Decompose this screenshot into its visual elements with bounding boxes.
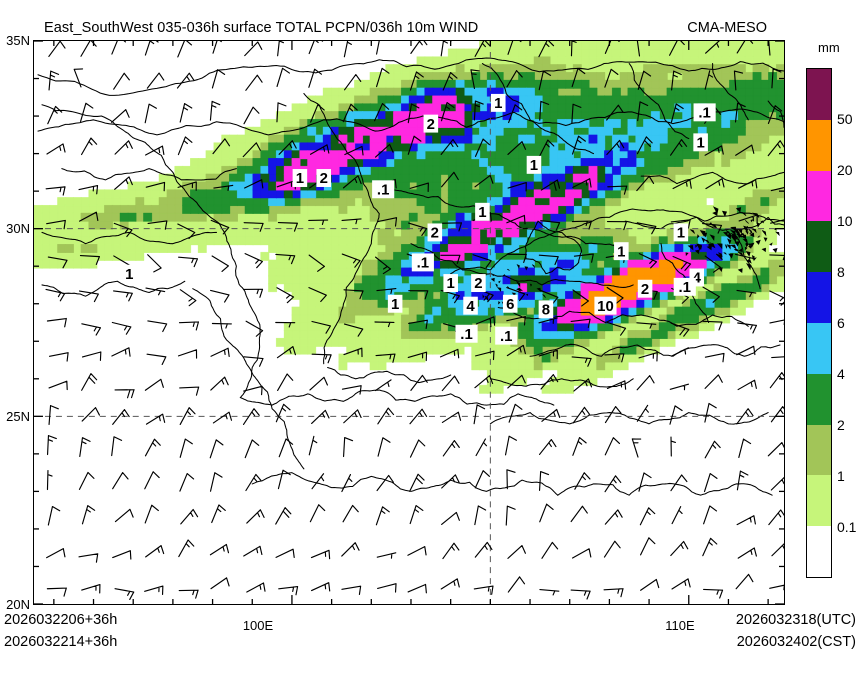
contour-label: .1 — [411, 253, 434, 272]
colorbar-segment — [807, 373, 831, 425]
colorbar-tick-6: 6 — [837, 315, 845, 331]
contour-label: 1 — [443, 274, 458, 292]
contour-label: 8 — [538, 300, 554, 319]
footer-valid-utc: 2026032318(UTC) — [735, 612, 856, 628]
svg-text:2: 2 — [427, 116, 435, 133]
page-title: East_SouthWest 035-036h surface TOTAL PC… — [44, 20, 479, 36]
footer-init-utc: 2026032206+36h — [4, 612, 118, 628]
contour-label: 1 — [526, 155, 542, 174]
svg-text:1: 1 — [447, 275, 455, 292]
contour-label: 10 — [594, 296, 617, 315]
colorbar-segment — [807, 526, 831, 577]
map-plot-area[interactable]: 2 1 2.1 1.1 1 1 1 2 1.1 2 1 4 1 4 6 8 10 2.1 1.1.1 1 — [33, 40, 785, 605]
colorbar-segment — [807, 322, 831, 374]
colorbar-tick-8: 8 — [837, 264, 845, 280]
svg-text:2: 2 — [474, 275, 482, 292]
wind-barbs — [45, 41, 784, 600]
colorbar-unit-label: mm — [818, 40, 840, 55]
contour-label: 1 — [387, 294, 403, 313]
colorbar-segment — [807, 424, 831, 476]
contour-label: 1 — [693, 133, 708, 152]
svg-text:1: 1 — [296, 170, 304, 187]
contour-label: 1 — [292, 169, 308, 187]
svg-text:8: 8 — [542, 302, 550, 319]
colorbar-tick-2: 2 — [837, 417, 845, 433]
svg-text:4: 4 — [693, 270, 702, 287]
contour-label: .1 — [455, 324, 478, 343]
contour-label: .1 — [673, 277, 696, 296]
contour-label: .1 — [495, 326, 518, 345]
contour-label: 2 — [427, 223, 443, 242]
model-tag: CMA-MESO — [687, 20, 767, 36]
x-tick-110e: 110E — [665, 618, 695, 633]
svg-text:1: 1 — [677, 225, 685, 242]
colorbar-segment — [807, 119, 831, 171]
colorbar-tick-10: 10 — [837, 213, 853, 229]
geography-boundaries — [37, 57, 784, 496]
colorbar-segment — [807, 69, 831, 120]
colorbar-tick-1: 1 — [837, 468, 845, 484]
svg-text:10: 10 — [597, 298, 614, 315]
y-tick-25n: 25N — [6, 409, 30, 424]
contour-label: 1 — [673, 223, 689, 242]
colorbar-tick-0p1: 0.1 — [837, 519, 857, 535]
x-tick-100e: 100E — [242, 618, 274, 633]
footer-init-cst: 2026032214+36h — [4, 634, 118, 650]
contour-label: 1 — [121, 264, 137, 283]
svg-text:.1: .1 — [377, 181, 389, 198]
svg-text:.1: .1 — [698, 105, 710, 122]
svg-text:2: 2 — [431, 225, 439, 242]
contour-label: 1 — [614, 242, 629, 260]
svg-text:1: 1 — [125, 266, 133, 283]
contour-label: .1 — [372, 180, 395, 198]
contour-label: 2 — [637, 279, 653, 298]
svg-text:1: 1 — [494, 95, 502, 112]
colorbar-tick-4: 4 — [837, 366, 845, 382]
footer-valid-cst: 2026032402(CST) — [736, 634, 856, 650]
colorbar-segment — [807, 170, 831, 222]
svg-text:1: 1 — [696, 135, 704, 152]
svg-text:1: 1 — [617, 243, 625, 260]
svg-text:.1: .1 — [417, 255, 429, 272]
y-tick-20n: 20N — [6, 597, 30, 612]
colorbar-segment — [807, 221, 831, 273]
svg-text:6: 6 — [506, 296, 514, 313]
svg-text:1: 1 — [478, 204, 486, 221]
contour-label: 2 — [423, 114, 439, 133]
svg-text:.1: .1 — [679, 279, 691, 296]
contour-label: 4 — [463, 296, 478, 315]
colorbar-segment — [807, 272, 831, 323]
svg-text:4: 4 — [466, 298, 475, 315]
y-tick-35n: 35N — [6, 33, 30, 48]
svg-text:2: 2 — [641, 281, 649, 298]
y-tick-30n: 30N — [6, 221, 30, 236]
svg-text:.1: .1 — [500, 328, 512, 345]
svg-text:.1: .1 — [460, 326, 472, 343]
colorbar[interactable] — [806, 68, 832, 578]
contour-label: 2 — [471, 274, 486, 292]
svg-text:1: 1 — [391, 296, 399, 313]
colorbar-tick-20: 20 — [837, 162, 853, 178]
svg-text:2: 2 — [320, 170, 328, 187]
colorbar-tick-50: 50 — [837, 111, 853, 127]
contour-label: .1 — [693, 103, 716, 122]
svg-text:1: 1 — [530, 157, 538, 174]
contour-label: 1 — [490, 93, 506, 112]
colorbar-segment — [807, 475, 831, 527]
contour-label: 2 — [316, 169, 332, 187]
contour-label: 6 — [502, 294, 518, 313]
contour-label: 1 — [475, 202, 490, 221]
